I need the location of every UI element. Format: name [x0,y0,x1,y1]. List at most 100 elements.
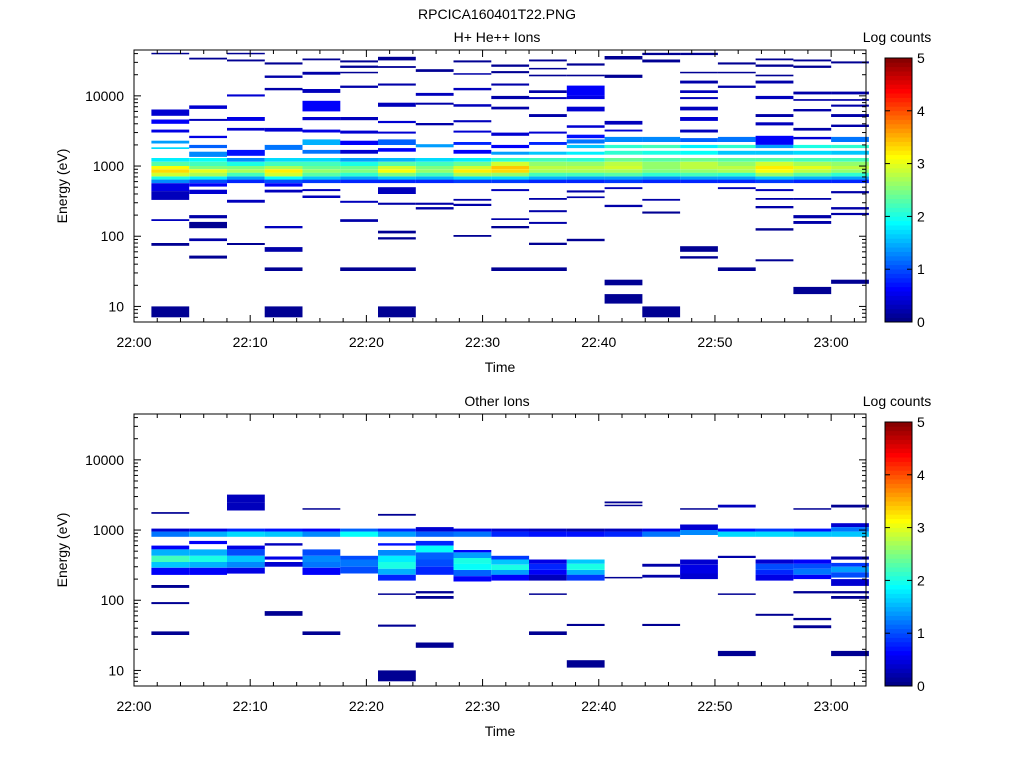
heatmap-cell [755,74,794,77]
colorbar-segment [885,615,912,621]
spectrogram-panel: Other Ions 22:00 22:10 22:20 22:30 22:40 22:50… [54,393,931,739]
heatmap-cell [566,172,605,177]
heatmap-cell [491,83,530,86]
colorbar-segment [885,461,912,467]
heatmap-cell [302,129,341,133]
heatmap-cell [717,555,756,558]
heatmap-cell [793,559,832,564]
heatmap-cell [302,169,341,173]
heatmap-cell [151,512,190,514]
heatmap-cell [529,531,567,537]
heatmap-cell [378,237,416,240]
heatmap-cell [415,161,454,167]
heatmap-cell [189,562,227,568]
heatmap-cell [793,150,832,155]
colorbar-segment [885,141,912,147]
heatmap-cell [151,161,190,167]
heatmap-cell [264,267,303,271]
heatmap-cell [227,52,265,55]
heatmap-cell [793,144,832,149]
colorbar-segment [885,154,912,160]
heatmap-cell [378,66,416,68]
heatmap-cell [680,138,718,142]
heatmap-cell [378,166,416,170]
heatmap-cell [755,58,794,61]
colorbar-segment [885,163,912,169]
colorbar-segment [885,610,912,616]
heatmap-cell [340,200,378,203]
y-tick-label: 100 [101,228,125,244]
heatmap-cell [755,259,794,262]
heatmap-cell [717,150,756,155]
heatmap-cell [793,215,832,219]
heatmap-cell [189,105,227,109]
heatmap-cell [151,109,190,116]
heatmap-cell [151,140,190,144]
heatmap-cell [264,247,303,252]
heatmap-cell [604,187,643,190]
heatmap-cell [340,219,378,222]
heatmap-cell [264,172,303,177]
heatmap-cell [680,559,718,565]
heatmap-cell [453,73,492,75]
heatmap-cell [227,502,265,511]
heatmap-cell [717,531,756,537]
heatmap-cell [529,131,567,134]
heatmap-cell [604,120,643,125]
heatmap-cell [680,256,718,259]
heatmap-cell [378,169,416,173]
heatmap-cell [491,172,530,177]
heatmap-cell [491,179,530,184]
y-axis-label: Energy (eV) [54,149,70,224]
heatmap-cell [378,230,416,234]
heatmap-cell [491,64,530,67]
heatmap-cell [831,150,869,155]
colorbar-label: Log counts [863,393,932,409]
heatmap-cell [491,161,530,167]
heatmap-cell [604,169,643,173]
heatmap-cell [264,161,303,167]
colorbar-segment [885,110,912,116]
heatmap-cell [302,100,341,112]
heatmap-cell [529,97,567,100]
colorbar-segment [885,659,912,665]
heatmap-cell [604,531,643,537]
heatmap-cell [151,166,190,170]
heatmap-cells [151,52,869,318]
heatmap-cell [793,59,832,62]
heatmap-cell [680,508,718,510]
colorbar: 0 1 2 3 4 5 Log counts [863,393,932,694]
heatmap-cell [264,144,303,150]
heatmap-cell [340,179,378,184]
heatmap-cell [378,306,416,318]
heatmap-cell [340,85,378,88]
heatmap-cell [491,189,530,192]
heatmap-cell [151,158,190,162]
heatmap-cell [340,559,378,567]
heatmap-cell [415,545,454,553]
heatmap-cell [680,169,718,173]
heatmap-cell [415,144,454,148]
colorbar-segment [885,474,912,480]
x-tick-label: 22:20 [349,334,384,350]
heatmap-cell [755,150,794,155]
heatmap-cell [453,176,492,180]
heatmap-cell [415,566,454,575]
heatmap-cell [831,650,869,657]
heatmap-cell [755,80,794,84]
heatmap-cell [340,140,378,145]
heatmap-cell [415,202,454,205]
colorbar-segment [885,75,912,81]
colorbar-segment [885,286,912,292]
colorbar-segment [885,97,912,103]
colorbar-segment [885,167,912,173]
colorbar-segment [885,443,912,449]
heatmap-cell [717,179,756,184]
colorbar-frame [884,421,913,687]
x-tick-label: 22:50 [697,334,732,350]
heatmap-cell [529,563,567,570]
heatmap-cell [302,555,341,563]
heatmap-cell [340,65,378,68]
heatmap-cell [529,559,567,564]
heatmap-cell [755,144,794,149]
